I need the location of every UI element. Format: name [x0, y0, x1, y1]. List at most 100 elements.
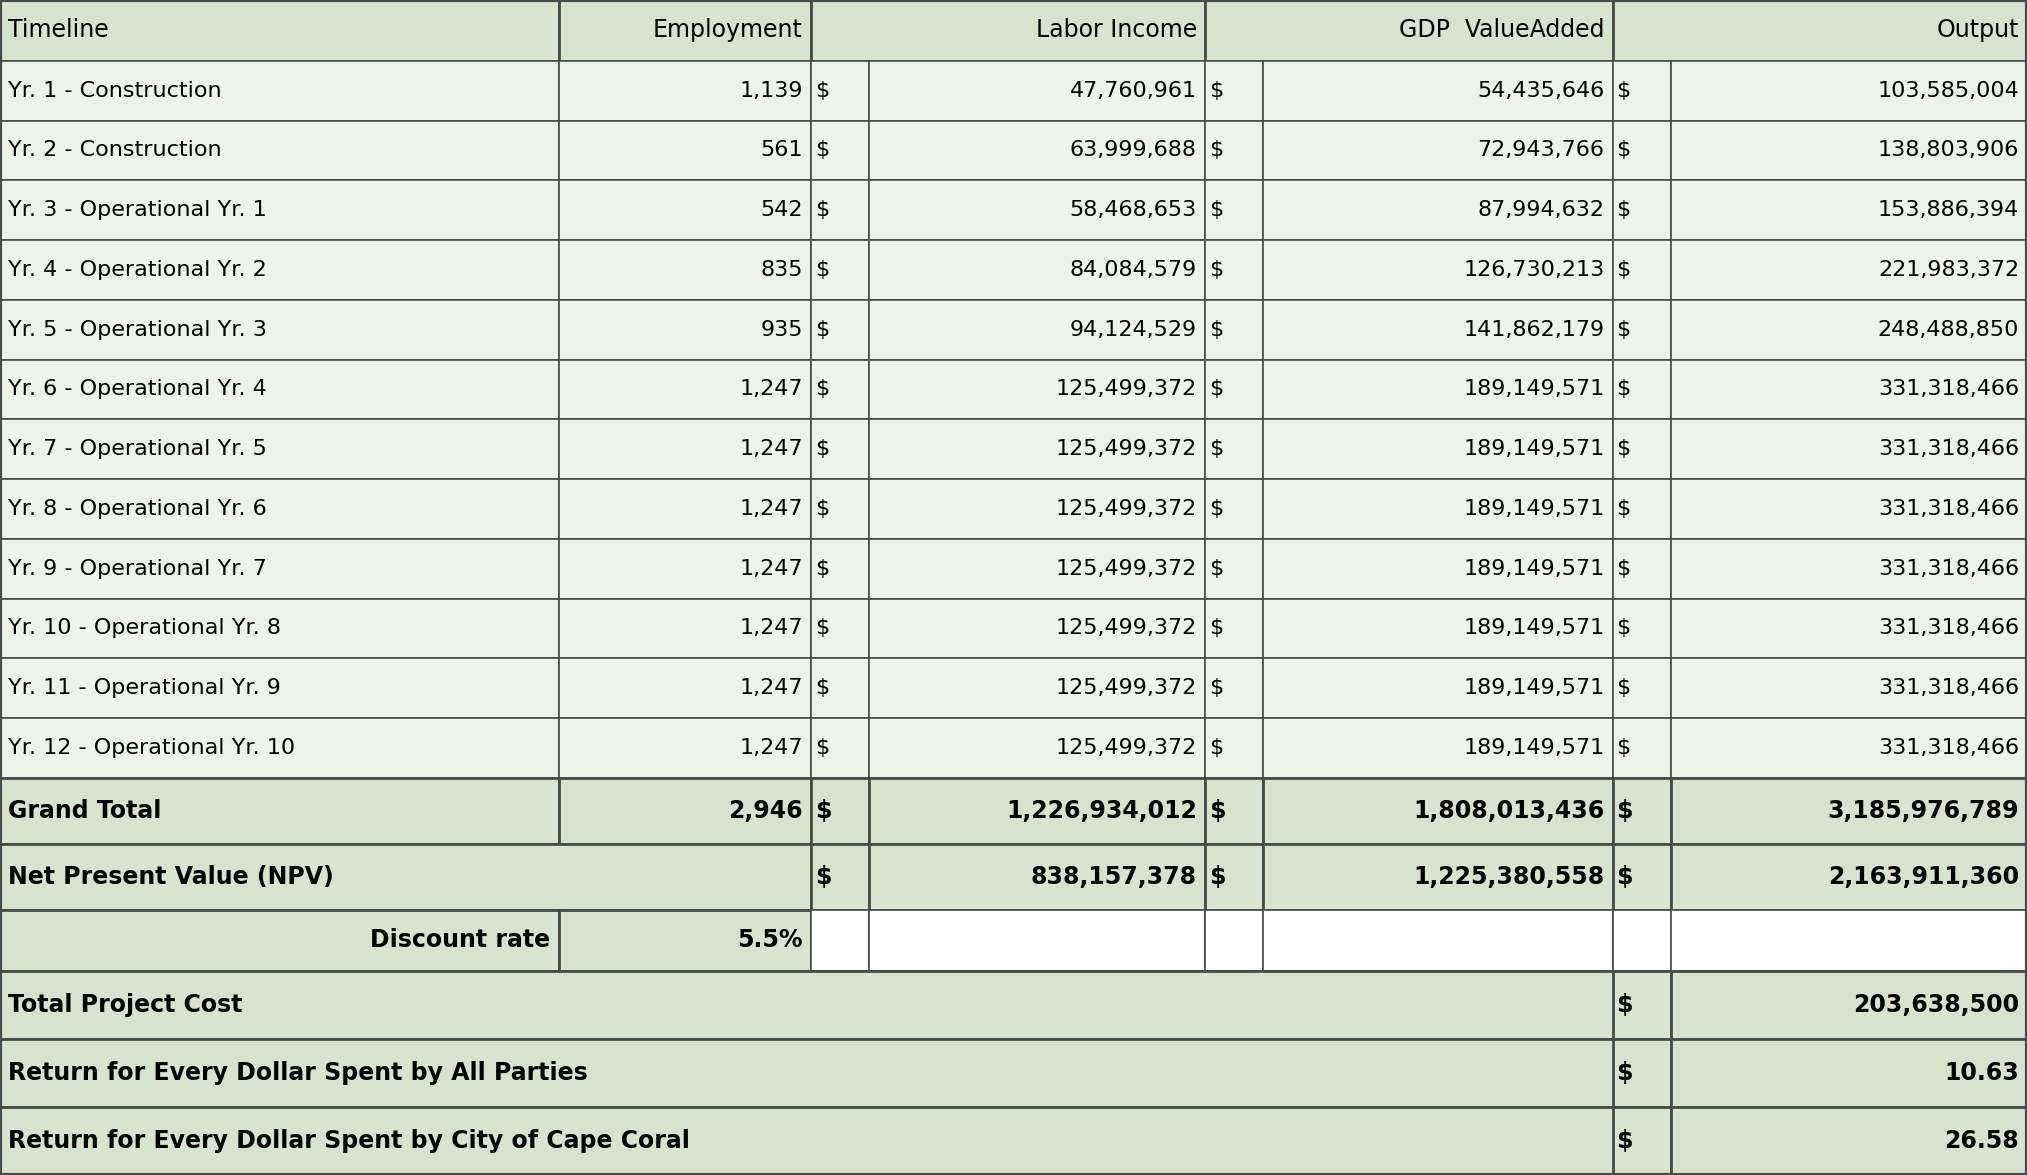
Bar	[0, 240, 559, 300]
Bar	[1613, 300, 1670, 360]
Text: $: $	[815, 865, 831, 888]
Text: $: $	[815, 618, 829, 638]
Bar	[0, 121, 559, 180]
Text: $: $	[1208, 738, 1222, 758]
Text: Yr. 5 - Operational Yr. 3: Yr. 5 - Operational Yr. 3	[8, 320, 268, 340]
Bar	[1613, 61, 1670, 121]
Text: 141,862,179: 141,862,179	[1463, 320, 1605, 340]
Text: $: $	[1208, 558, 1222, 578]
Bar	[559, 360, 811, 419]
Text: $: $	[1618, 865, 1634, 888]
Bar	[1263, 360, 1613, 419]
Bar	[811, 718, 870, 778]
Bar	[1613, 718, 1670, 778]
Text: $: $	[1208, 320, 1222, 340]
Text: $: $	[1618, 558, 1632, 578]
Text: 203,638,500: 203,638,500	[1853, 993, 2019, 1016]
Bar	[1613, 419, 1670, 479]
Text: 26.58: 26.58	[1944, 1129, 2019, 1153]
Text: $: $	[1208, 439, 1222, 459]
Text: 3,185,976,789: 3,185,976,789	[1828, 799, 2019, 822]
Text: $: $	[815, 320, 829, 340]
Text: 331,318,466: 331,318,466	[1877, 558, 2019, 578]
Text: 63,999,688: 63,999,688	[1070, 141, 1196, 161]
Text: $: $	[1618, 993, 1634, 1016]
Text: Grand Total: Grand Total	[8, 799, 162, 822]
Text: 72,943,766: 72,943,766	[1478, 141, 1605, 161]
Text: Return for Every Dollar Spent by All Parties: Return for Every Dollar Spent by All Par…	[8, 1061, 588, 1085]
Bar	[870, 61, 1204, 121]
Bar	[1204, 300, 1263, 360]
Text: $: $	[815, 678, 829, 698]
Text: $: $	[1618, 81, 1632, 101]
Bar	[1204, 598, 1263, 658]
Text: $: $	[1208, 380, 1222, 400]
Text: Yr. 3 - Operational Yr. 1: Yr. 3 - Operational Yr. 1	[8, 200, 268, 220]
Bar	[1263, 909, 1613, 971]
Bar	[1670, 1107, 2027, 1175]
Text: 1,226,934,012: 1,226,934,012	[1005, 799, 1196, 822]
Bar	[1613, 1039, 1670, 1107]
Bar	[1613, 360, 1670, 419]
Bar	[559, 539, 811, 598]
Bar	[1613, 479, 1670, 539]
Bar	[559, 909, 811, 971]
Bar	[1613, 539, 1670, 598]
Bar	[1613, 180, 1670, 240]
Bar	[0, 1039, 1670, 1107]
Bar	[870, 778, 1204, 844]
Text: $: $	[1208, 678, 1222, 698]
Bar	[0, 300, 559, 360]
Text: Yr. 1 - Construction: Yr. 1 - Construction	[8, 81, 221, 101]
Text: 331,318,466: 331,318,466	[1877, 738, 2019, 758]
Bar	[1204, 539, 1263, 598]
Text: 125,499,372: 125,499,372	[1056, 618, 1196, 638]
Text: 189,149,571: 189,149,571	[1463, 678, 1605, 698]
Bar	[1613, 598, 1670, 658]
Bar	[1263, 718, 1613, 778]
Text: 542: 542	[760, 200, 803, 220]
Text: 331,318,466: 331,318,466	[1877, 380, 2019, 400]
Text: $: $	[815, 200, 829, 220]
Text: 561: 561	[760, 141, 803, 161]
Text: 331,318,466: 331,318,466	[1877, 499, 2019, 519]
Text: Yr. 4 - Operational Yr. 2: Yr. 4 - Operational Yr. 2	[8, 260, 268, 280]
Bar	[811, 539, 870, 598]
Bar	[811, 360, 870, 419]
Bar	[559, 419, 811, 479]
Bar	[0, 778, 559, 844]
Text: $: $	[1618, 499, 1632, 519]
Text: 935: 935	[760, 320, 803, 340]
Text: 189,149,571: 189,149,571	[1463, 439, 1605, 459]
Bar	[1204, 778, 1263, 844]
Bar	[0, 658, 559, 718]
Bar	[1204, 909, 1263, 971]
Text: Yr. 10 - Operational Yr. 8: Yr. 10 - Operational Yr. 8	[8, 618, 282, 638]
Text: Total Project Cost: Total Project Cost	[8, 993, 243, 1016]
Text: Yr. 8 - Operational Yr. 6: Yr. 8 - Operational Yr. 6	[8, 499, 268, 519]
Bar	[1204, 844, 1263, 909]
Bar	[559, 300, 811, 360]
Text: Labor Income: Labor Income	[1036, 19, 1196, 42]
Bar	[1263, 419, 1613, 479]
Text: $: $	[815, 141, 829, 161]
Bar	[1613, 658, 1670, 718]
Text: 189,149,571: 189,149,571	[1463, 499, 1605, 519]
Text: $: $	[1618, 738, 1632, 758]
Text: $: $	[815, 558, 829, 578]
Bar	[1670, 419, 2027, 479]
Text: $: $	[1208, 618, 1222, 638]
Bar	[559, 121, 811, 180]
Bar	[559, 598, 811, 658]
Text: 1,247: 1,247	[740, 499, 803, 519]
Bar	[0, 718, 559, 778]
Text: 1,247: 1,247	[740, 738, 803, 758]
Text: $: $	[815, 439, 829, 459]
Text: $: $	[1618, 380, 1632, 400]
Bar	[1263, 180, 1613, 240]
Text: 1,225,380,558: 1,225,380,558	[1413, 865, 1605, 888]
Text: 125,499,372: 125,499,372	[1056, 738, 1196, 758]
Bar	[1670, 718, 2027, 778]
Bar	[1670, 971, 2027, 1039]
Bar	[1204, 61, 1263, 121]
